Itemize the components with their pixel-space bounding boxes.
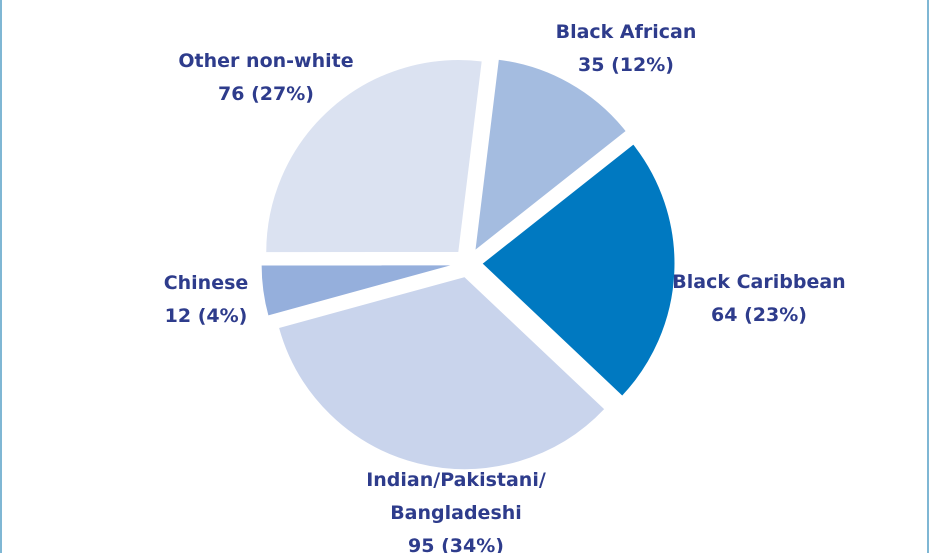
slice-label-black-caribbean: Black Caribbean 64 (23%)	[672, 271, 845, 326]
slice-label-black-african: Black African 35 (12%)	[556, 21, 697, 76]
slice-label-line: Indian/Pakistani/	[366, 469, 546, 491]
slice-label-line: 12 (4%)	[165, 305, 248, 327]
slice-label-line: 76 (27%)	[218, 83, 314, 105]
pie-slice-black-caribbean	[481, 143, 676, 397]
slice-label-other-non-white: Other non-white 76 (27%)	[178, 50, 353, 105]
pie-slice-other-non-white	[265, 59, 483, 254]
slice-label-line: Black Caribbean	[672, 271, 845, 293]
slice-label-line: Other non-white	[178, 50, 353, 72]
slice-label-chinese: Chinese 12 (4%)	[164, 272, 249, 327]
slice-label-line: 95 (34%)	[408, 535, 504, 553]
pie-slice-black-african	[474, 58, 627, 252]
slice-label-line: 35 (12%)	[578, 54, 674, 76]
pie-slices	[260, 58, 676, 471]
slice-label-line: 64 (23%)	[711, 304, 807, 326]
slice-label-line: Bangladeshi	[390, 502, 522, 524]
pie-slice-chinese	[260, 264, 455, 317]
pie-labels: Black African 35 (12%) Black Caribbean 64 (…	[164, 21, 846, 553]
slice-label-indian-pakistani-bangladeshi: Indian/Pakistani/Bangladeshi 95 (34%)	[366, 469, 546, 553]
slice-label-line: Black African	[556, 21, 697, 43]
pie-slice-indian-pakistani-bangladeshi	[277, 276, 606, 471]
slice-label-line: Chinese	[164, 272, 249, 294]
